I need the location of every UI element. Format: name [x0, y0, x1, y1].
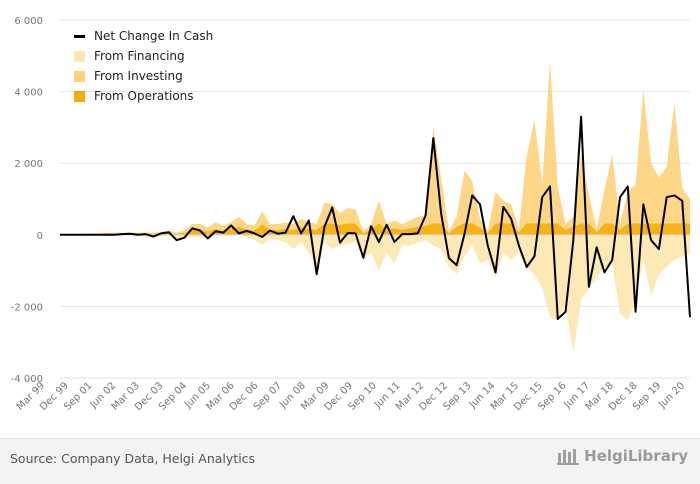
y-tick-label: -2 000: [11, 302, 43, 313]
legend-item-operations: From Operations: [74, 86, 213, 106]
legend-label-financing: From Financing: [94, 49, 185, 63]
legend-item-financing: From Financing: [74, 46, 213, 66]
area-financing-negative: [60, 234, 690, 353]
source-note: Source: Company Data, Helgi Analytics: [10, 451, 256, 466]
legend-item-investing: From Investing: [74, 66, 213, 86]
legend-label-operations: From Operations: [94, 89, 194, 103]
area-investing-positive: [60, 61, 690, 235]
legend-swatch-investing: [74, 70, 85, 82]
legend-swatch-financing: [74, 50, 85, 62]
x-tick-label: Jun 20: [656, 380, 687, 411]
legend-swatch-operations: [74, 90, 85, 102]
legend-label-investing: From Investing: [94, 69, 183, 83]
library-icon: [557, 449, 580, 465]
legend: Net Change In Cash From Financing From I…: [74, 26, 213, 106]
y-tick-label: 2 000: [14, 159, 43, 170]
y-tick-label: 6 000: [14, 16, 43, 27]
footer-bar: [0, 438, 700, 484]
brand-name: HelgiLibrary: [584, 447, 688, 465]
y-tick-label: 4 000: [14, 88, 43, 99]
legend-item-net-change: Net Change In Cash: [74, 26, 213, 46]
brand-logo[interactable]: HelgiLibrary: [557, 447, 688, 465]
y-tick-label: 0: [37, 231, 43, 242]
legend-label-net-change: Net Change In Cash: [94, 29, 214, 43]
y-tick-label: -4 000: [11, 374, 43, 385]
legend-line-net-change: [74, 34, 85, 38]
line-net-change: [60, 115, 691, 320]
